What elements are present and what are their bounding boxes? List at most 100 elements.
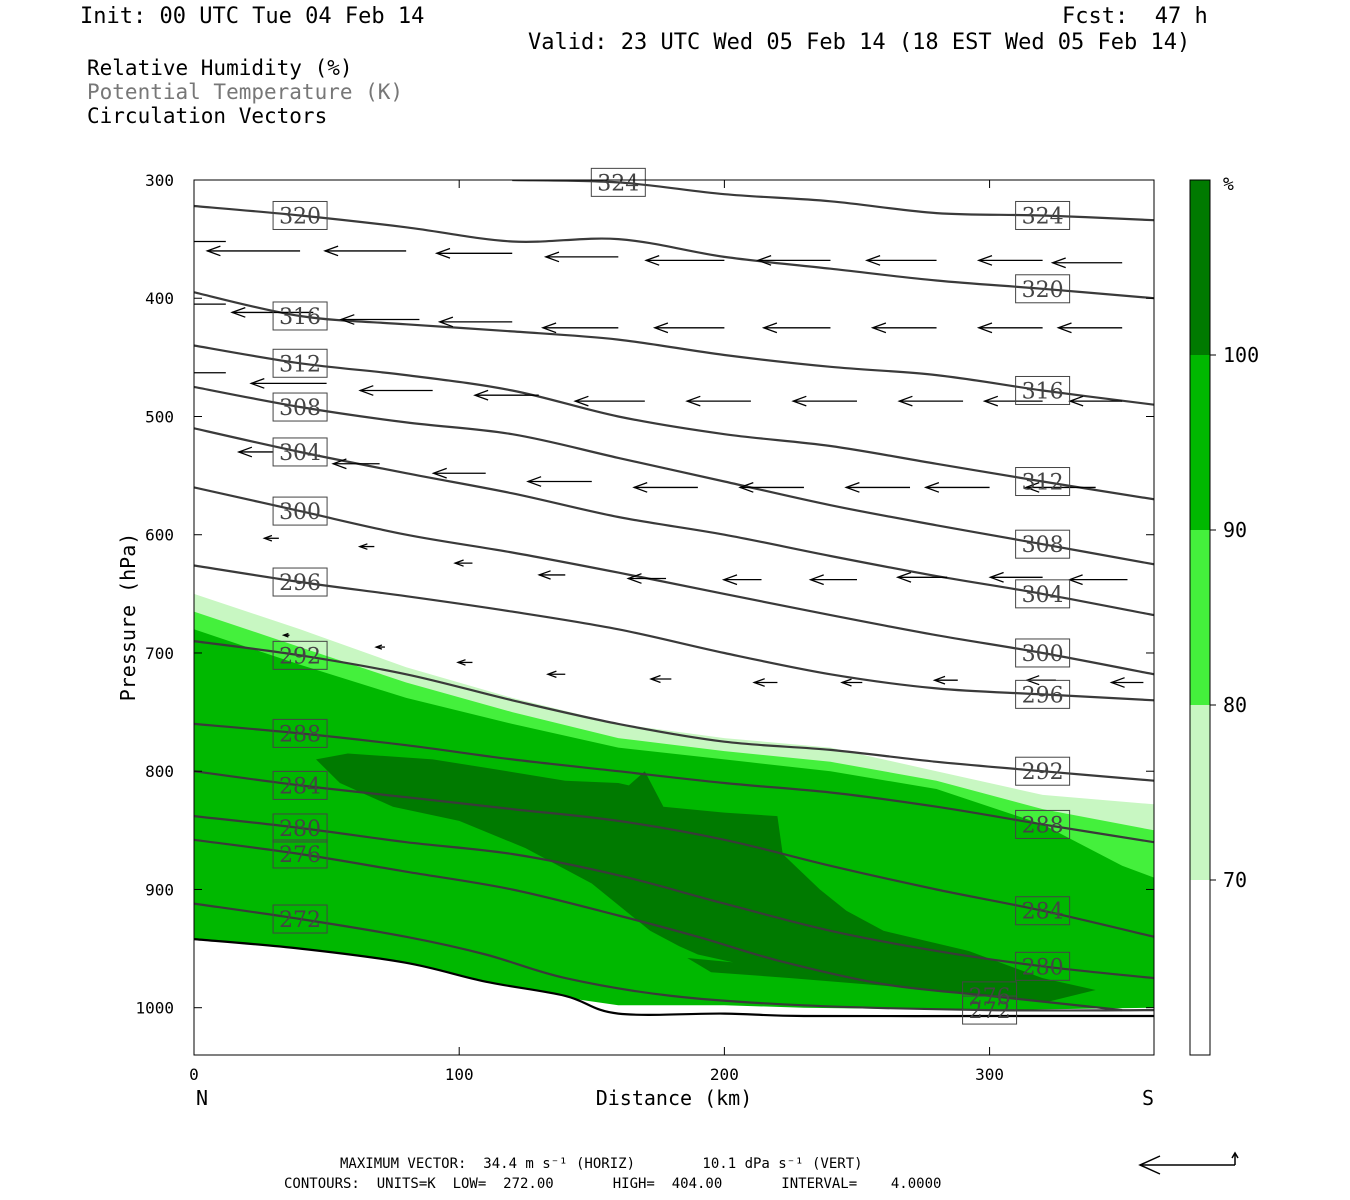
circulation-vector xyxy=(870,322,937,334)
y-tick-label: 1000 xyxy=(135,999,174,1018)
axis-layer: 0 100 200 300 300 400 500 600 700 800 900 1000 xyxy=(135,171,1154,1084)
svg-text:280: 280 xyxy=(279,817,321,842)
circulation-vector xyxy=(1109,677,1144,688)
contour-label-288: 288 xyxy=(1015,809,1071,839)
y-tick-label: 900 xyxy=(145,880,174,899)
legend-potential-temperature: Potential Temperature (K) xyxy=(87,80,404,104)
colorbar-segment xyxy=(1190,180,1210,355)
circulation-vector xyxy=(262,534,279,542)
colorbar-segment xyxy=(1190,880,1210,1055)
circulation-vector xyxy=(358,385,433,396)
contour-label-276: 276 xyxy=(272,839,328,869)
circulation-vector xyxy=(526,476,592,487)
contour-label-308: 308 xyxy=(1015,529,1071,559)
contour-label-300: 300 xyxy=(1015,638,1071,668)
circulation-vector xyxy=(194,372,226,374)
contour-label-layer: 2722722762762802802842842882882922922962… xyxy=(272,167,1071,1025)
circulation-vector xyxy=(456,659,473,666)
contour-label-272: 272 xyxy=(272,904,328,934)
max-vector-note: MAXIMUM VECTOR: 34.4 m s⁻¹ (HORIZ) 10.1 … xyxy=(340,1156,863,1172)
contour-label-280: 280 xyxy=(1015,951,1071,981)
contour-label-308: 308 xyxy=(272,392,328,422)
circulation-vector xyxy=(537,570,566,580)
svg-text:312: 312 xyxy=(279,352,321,377)
circulation-vector xyxy=(1050,257,1123,269)
theta-contour-layer xyxy=(194,180,1154,1018)
circulation-vector xyxy=(632,481,698,493)
colorbar-label: 80 xyxy=(1223,693,1247,717)
colorbar-frame xyxy=(1189,179,1211,1056)
circulation-vector xyxy=(194,240,226,243)
circulation-vector xyxy=(864,254,937,266)
x-tick-label: 300 xyxy=(975,1065,1004,1084)
contour-label-304: 304 xyxy=(272,437,328,467)
contour-info-note: CONTOURS: UNITS=K LOW= 272.00 HIGH= 404.… xyxy=(284,1176,942,1192)
rh-region-100 xyxy=(316,753,1096,1002)
circulation-vector xyxy=(249,377,327,389)
circulation-vector xyxy=(194,303,226,305)
theta-contour-296 xyxy=(194,564,1154,702)
theta-contour-308 xyxy=(194,385,1154,566)
contour-label-316: 316 xyxy=(1015,375,1071,405)
svg-text:304: 304 xyxy=(1022,583,1064,608)
colorbar-segment xyxy=(1190,355,1210,530)
circulation-vector xyxy=(932,675,958,685)
contour-label-276: 276 xyxy=(962,981,1018,1011)
theta-contour-280 xyxy=(194,815,1154,980)
circulation-vector xyxy=(281,632,290,638)
contour-label-288: 288 xyxy=(272,718,328,748)
below-ground xyxy=(194,939,1154,1055)
circulation-vector xyxy=(652,322,725,334)
circulation-vector xyxy=(540,322,619,334)
contour-label-316: 316 xyxy=(272,301,328,331)
x-left-end-label: N xyxy=(196,1086,208,1110)
circulation-vector xyxy=(644,254,725,266)
theta-contour-320 xyxy=(194,204,1154,300)
circulation-vector xyxy=(982,395,1043,407)
contour-label-324: 324 xyxy=(1015,200,1071,230)
reference-vector xyxy=(1138,1151,1239,1175)
colorbar-label: 90 xyxy=(1223,518,1247,542)
circulation-vector xyxy=(840,678,863,687)
circulation-vector xyxy=(1067,574,1128,586)
contour-label-284: 284 xyxy=(1015,896,1071,926)
y-tick-label: 800 xyxy=(145,762,174,781)
colorbar-label: 70 xyxy=(1223,868,1247,892)
contour-label-304: 304 xyxy=(1015,579,1071,609)
circulation-vector xyxy=(437,316,513,328)
circulation-vector xyxy=(1056,322,1123,334)
circulation-vector xyxy=(752,678,778,687)
contour-label-320: 320 xyxy=(272,200,328,230)
circulation-vector xyxy=(205,245,301,257)
contour-label-280: 280 xyxy=(272,813,328,843)
theta-contour-312 xyxy=(194,344,1154,501)
contour-label-296: 296 xyxy=(272,567,328,597)
contour-label-296: 296 xyxy=(1015,679,1071,709)
forecast-hour-label: Fcst: 47 h xyxy=(1062,4,1208,29)
rh-shading-layer xyxy=(194,593,1154,1055)
circulation-vector xyxy=(738,481,804,493)
svg-text:300: 300 xyxy=(1022,642,1064,667)
circulation-vector xyxy=(573,395,645,407)
circulation-vector xyxy=(844,481,911,493)
svg-text:284: 284 xyxy=(279,774,321,799)
circulation-vector xyxy=(339,314,420,325)
theta-contour-324 xyxy=(512,180,1154,222)
circulation-vector xyxy=(976,322,1043,334)
circulation-vector xyxy=(473,389,539,401)
circulation-vector xyxy=(808,574,857,586)
contour-label-312: 312 xyxy=(1015,467,1071,497)
circulation-vector xyxy=(976,254,1043,266)
circulation-vector xyxy=(1024,481,1096,493)
circulation-vector xyxy=(649,674,672,684)
theta-contour-300 xyxy=(194,486,1154,676)
svg-text:280: 280 xyxy=(1022,955,1064,980)
svg-text:272: 272 xyxy=(279,908,321,933)
valid-time-label: Valid: 23 UTC Wed 05 Feb 14 (18 EST Wed … xyxy=(528,30,1191,55)
svg-text:300: 300 xyxy=(279,500,321,525)
y-tick-label: 600 xyxy=(145,526,174,545)
x-tick-label: 100 xyxy=(445,1065,474,1084)
colorbar-segment xyxy=(1190,705,1210,880)
svg-text:308: 308 xyxy=(279,396,321,421)
